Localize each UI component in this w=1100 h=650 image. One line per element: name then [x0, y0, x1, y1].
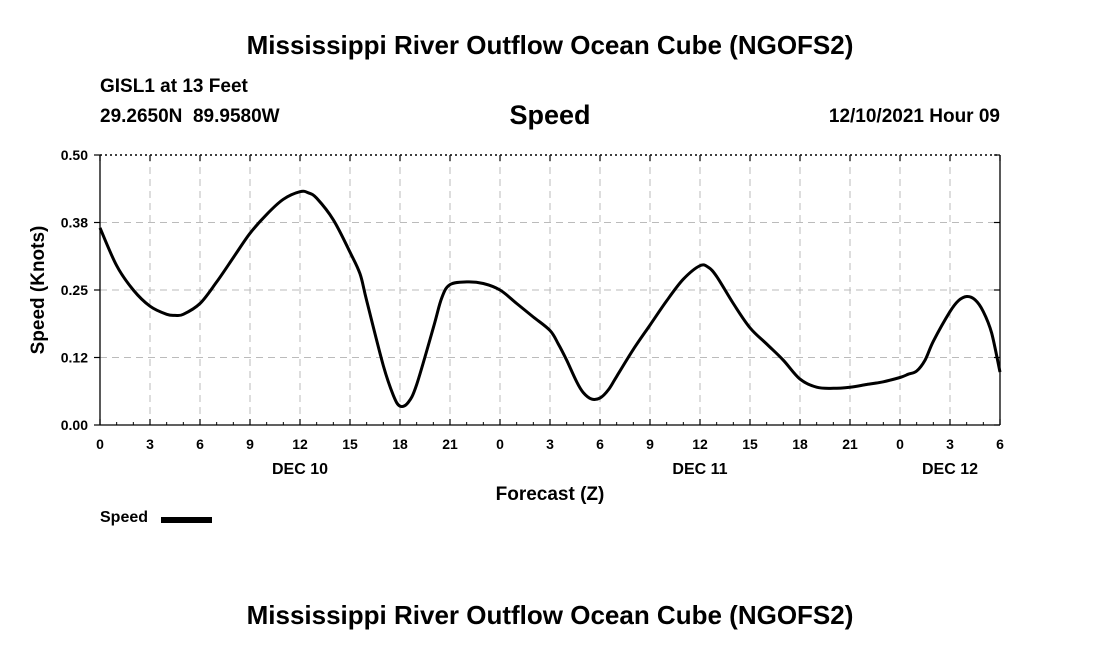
speed-series-line: [98, 189, 1002, 409]
date-label: DEC 12: [922, 461, 978, 478]
tick-layer: 0 3 6 9 12 15 18 21 0 3 6 9 12 15 18 21 0 3 6 0.00 0.12 0.25 0…: [61, 147, 1004, 478]
x-tick-label: 9: [246, 436, 254, 452]
datetime-label: 12/10/2021 Hour 09: [828, 106, 1000, 127]
x-tick-label: 15: [342, 436, 358, 452]
x-tick-label: 21: [842, 436, 858, 452]
x-tick-label: 3: [546, 436, 554, 452]
y-tick-label: 0.50: [61, 147, 88, 163]
date-label: DEC 11: [672, 461, 727, 478]
x-tick-label: 6: [596, 436, 604, 452]
footer-title: Mississippi River Outflow Ocean Cube (NG…: [246, 600, 854, 630]
x-tick-label: 9: [646, 436, 654, 452]
x-tick-label: 21: [442, 436, 458, 452]
x-tick-label: 12: [292, 436, 308, 452]
page-title: Mississippi River Outflow Ocean Cube (NG…: [246, 30, 854, 60]
chart-title: Speed: [509, 100, 591, 130]
grid-layer: [100, 155, 1000, 425]
date-label: DEC 10: [272, 461, 328, 478]
x-tick-label: 0: [496, 436, 504, 452]
x-tick-label: 3: [946, 436, 954, 452]
x-tick-label: 0: [896, 436, 904, 452]
x-axis-label: Forecast (Z): [496, 484, 605, 505]
y-tick-label: 0.00: [61, 417, 88, 433]
x-tick-label: 0: [96, 436, 104, 452]
legend-label: Speed: [100, 509, 149, 526]
y-tick-label: 0.12: [61, 350, 88, 366]
series-layer: [98, 189, 1002, 409]
x-tick-label: 12: [692, 436, 708, 452]
x-tick-label: 18: [392, 436, 408, 452]
y-tick-label: 0.38: [61, 215, 88, 231]
x-tick-label: 6: [196, 436, 204, 452]
station-label: GISL1 at 13 Feet: [100, 76, 248, 97]
coordinates-label: 29.2650N 89.9580W: [100, 106, 280, 127]
y-axis-label: Speed (Knots): [28, 226, 49, 355]
x-tick-label: 15: [742, 436, 758, 452]
x-tick-label: 18: [792, 436, 808, 452]
y-tick-label: 0.25: [61, 282, 88, 298]
legend-swatch: [161, 517, 212, 523]
x-tick-label: 3: [146, 436, 154, 452]
x-tick-label: 6: [996, 436, 1004, 452]
